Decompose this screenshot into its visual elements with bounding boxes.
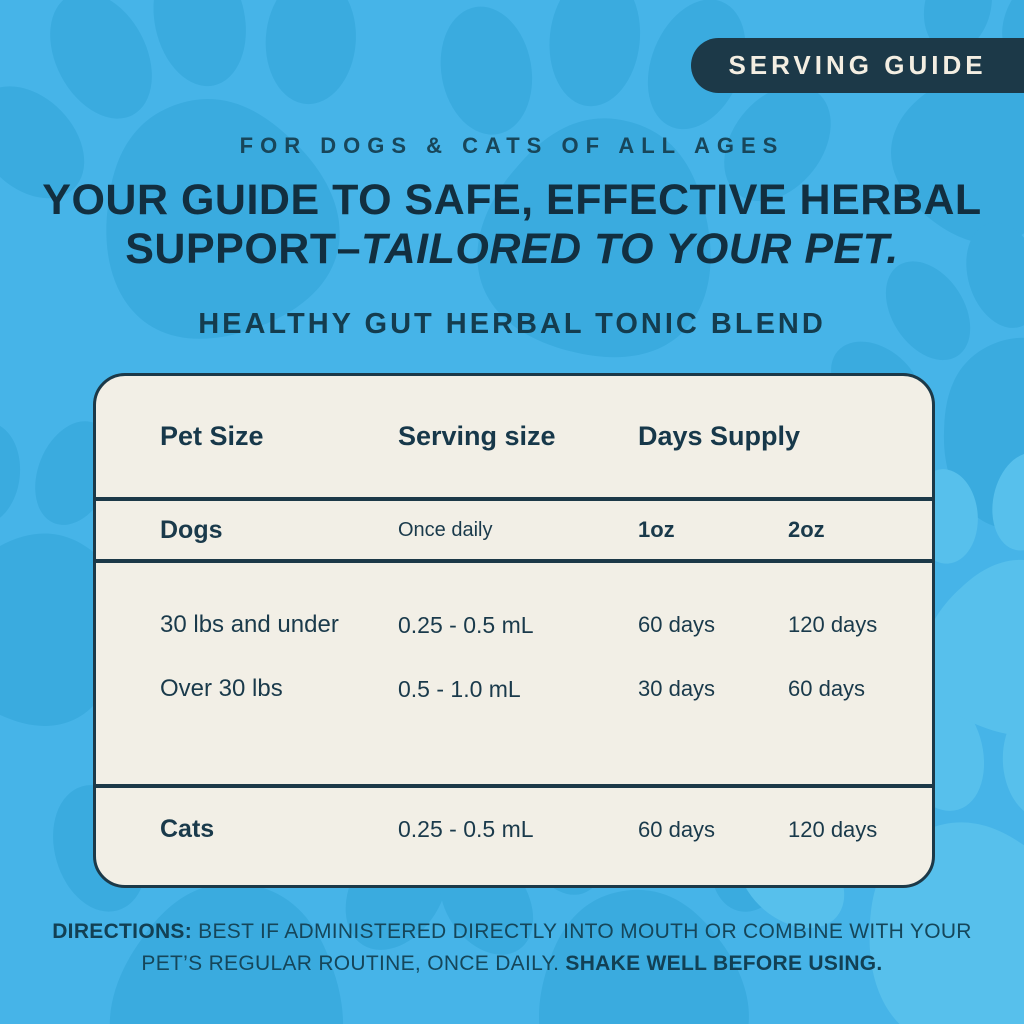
badge-label: SERVING GUIDE xyxy=(728,50,987,80)
cell-supply-1oz: 1oz xyxy=(638,517,675,542)
table-row-cats: Cats 0.25 - 0.5 mL 60 days 120 days xyxy=(96,788,932,885)
cell-pet: Over 30 lbs xyxy=(160,675,283,702)
cell-serving: Once daily xyxy=(398,518,493,541)
cell-supply-2oz: 2oz xyxy=(788,517,825,542)
cell-supply-1oz: 60 days xyxy=(638,816,716,842)
cell-pet: Cats xyxy=(160,815,215,843)
directions-bold-end: SHAKE WELL BEFORE USING. xyxy=(565,951,883,975)
cell-serving: 0.25 - 0.5 mL xyxy=(398,816,534,842)
directions-body: BEST IF ADMINISTERED DIRECTLY INTO MOUTH… xyxy=(141,920,972,975)
table-row-dogs: Dogs Once daily 1oz 2oz xyxy=(96,501,932,563)
table-header-row: Pet Size Serving size Days Supply xyxy=(96,376,932,501)
cell-serving: 0.25 - 0.5 mL xyxy=(398,611,534,638)
title-line-2-plain: SUPPORT– xyxy=(125,225,362,274)
directions-label: DIRECTIONS: xyxy=(52,920,193,943)
page-title: YOUR GUIDE TO SAFE, EFFECTIVE HERBAL SUP… xyxy=(0,176,1024,275)
cell-supply-2oz: 120 days xyxy=(788,816,878,842)
title-line-2-italic: TAILORED TO YOUR PET. xyxy=(361,225,899,274)
column-header-pet-size: Pet Size xyxy=(160,421,264,451)
column-header-serving-size: Serving size xyxy=(398,421,556,451)
serving-table-card: Pet Size Serving size Days Supply Dogs O… xyxy=(93,373,935,888)
cell-supply-1oz: 60 days xyxy=(638,612,716,637)
cell-supply-2oz: 60 days xyxy=(788,676,866,701)
product-subtitle: HEALTHY GUT HERBAL TONIC BLEND xyxy=(198,308,826,340)
cell-pet: Dogs xyxy=(160,515,223,544)
title-line-1: YOUR GUIDE TO SAFE, EFFECTIVE HERBAL xyxy=(42,176,982,224)
serving-guide-badge: SERVING GUIDE xyxy=(691,38,1024,93)
cell-serving: 0.5 - 1.0 mL xyxy=(398,675,521,702)
cell-supply-2oz: 120 days xyxy=(788,612,878,637)
table-section-dog-weights: 30 lbs and under 0.25 - 0.5 mL 60 days 1… xyxy=(96,563,932,788)
title-line-2: SUPPORT–TAILORED TO YOUR PET. xyxy=(0,225,1024,274)
cell-supply-1oz: 30 days xyxy=(638,676,716,701)
kicker-text: FOR DOGS & CATS OF ALL AGES xyxy=(239,133,785,158)
cell-pet: 30 lbs and under xyxy=(160,611,339,638)
directions-text: DIRECTIONS: BEST IF ADMINISTERED DIRECTL… xyxy=(27,916,997,980)
column-header-days-supply: Days Supply xyxy=(638,421,801,451)
